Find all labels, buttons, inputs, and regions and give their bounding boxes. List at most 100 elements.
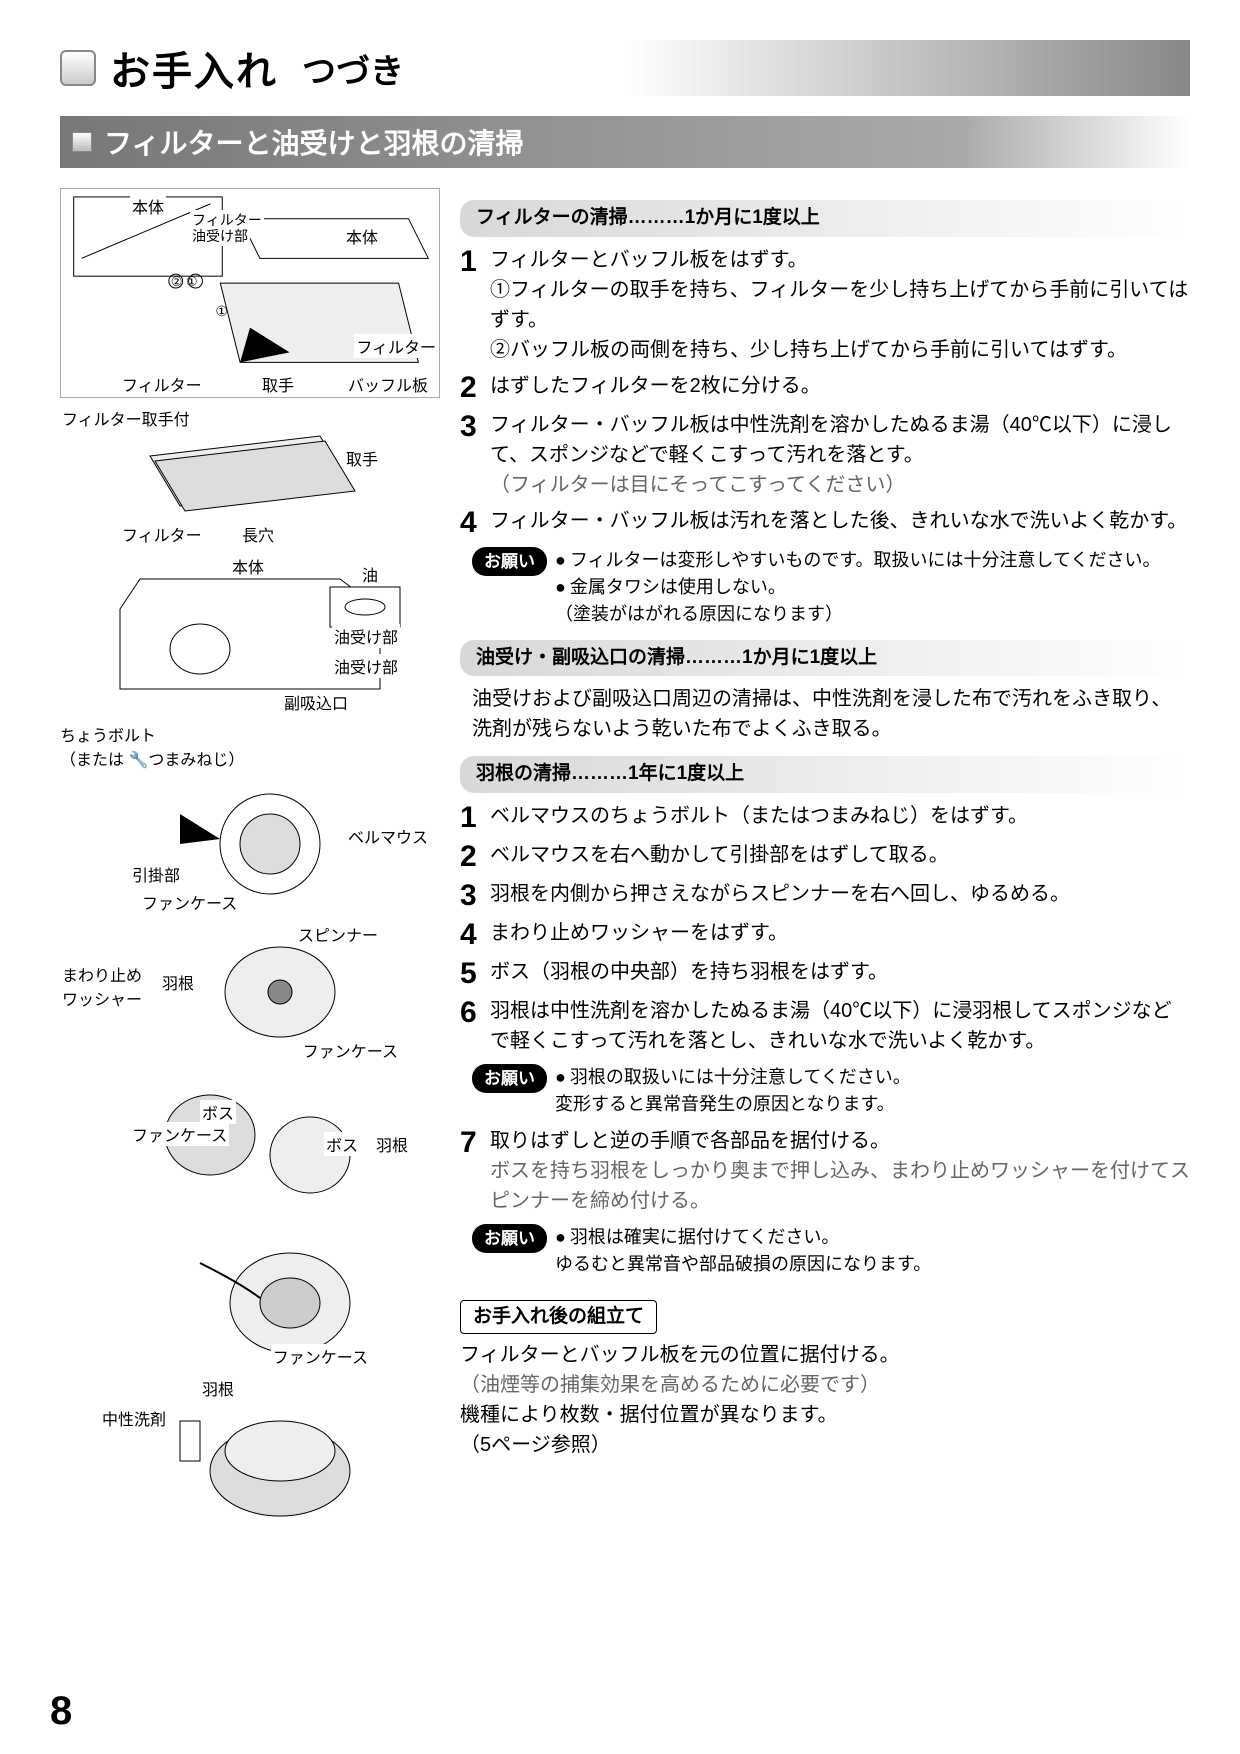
onegai-text: 羽根の取扱いには十分注意してください。 変形すると異常音発生の原因となります。 — [555, 1064, 1190, 1118]
step-number: 4 — [460, 918, 490, 951]
filter-step-3: 3 フィルター・バッフル板は中性洗剤を溶かしたぬるま湯（40℃以下）に浸して、ス… — [460, 410, 1190, 500]
d1-lbl: バッフル板 — [346, 372, 430, 396]
oil-text: 油受けおよび副吸込口周辺の清掃は、中性洗剤を浸した布で汚れをふき取り、洗剤が残ら… — [460, 684, 1190, 744]
step-text: 羽根は中性洗剤を溶かしたぬるま湯（40℃以下）に浸羽根してスポンジなどで軽くこす… — [490, 996, 1190, 1056]
step-text: フィルター・バッフル板は中性洗剤を溶かしたぬるま湯（40℃以下）に浸して、スポン… — [490, 410, 1190, 470]
fan-step-1: 1ベルマウスのちょうボルト（またはつまみねじ）をはずす。 — [460, 801, 1190, 834]
onegai-text: 羽根は確実に据付けてください。 ゆるむと異常音や部品破損の原因になります。 — [555, 1224, 1190, 1278]
step-number: 1 — [460, 245, 490, 365]
step-number: 2 — [460, 371, 490, 404]
onegai-row: お願い フィルターは変形しやすいものです。取扱いには十分注意してください。 金属… — [472, 547, 1190, 628]
d3-lbl: 副吸込口 — [282, 690, 350, 714]
d6-lbl: ファンケース — [301, 1038, 400, 1062]
step-text: まわり止めワッシャーをはずす。 — [490, 918, 1190, 951]
svg-text:② ①: ② ① — [171, 274, 198, 289]
d5-lbl: ベルマウス — [346, 824, 430, 848]
d2-lbl: フィルター — [120, 522, 204, 546]
d7-lbl: ファンケース — [130, 1122, 229, 1146]
assembly-line: （5ページ参照） — [460, 1430, 1190, 1460]
onegai-row: お願い 羽根の取扱いには十分注意してください。 変形すると異常音発生の原因となり… — [472, 1064, 1190, 1118]
diagram-5-wrap: 引掛部 ベルマウス ファンケース — [60, 774, 440, 914]
step-note: （フィルターは目にそってこすってください） — [490, 470, 1190, 500]
step-text: フィルター・バッフル板は汚れを落とした後、きれいな水で洗いよく乾かす。 — [490, 506, 1190, 539]
d3-lbl: 油受け部 — [332, 624, 400, 648]
d9-lbl: 中性洗剤 — [100, 1406, 168, 1430]
d3-lbl: 油 — [360, 562, 380, 586]
assembly-line: 機種により枚数・据付位置が異なります。 — [460, 1400, 1190, 1430]
diagram-1-wrap: ② ① ① 本体 フィルター 油受け部 本体 フィルター 取手 フィルター バッ… — [60, 188, 440, 398]
d9-lbl: 羽根 — [200, 1376, 236, 1400]
diagram-9 — [60, 1376, 440, 1536]
assembly-line: （油煙等の捕集効果を高めるために必要です） — [460, 1370, 1190, 1400]
d1-lbl: フィルター — [120, 372, 204, 396]
d7-lbl: 羽根 — [374, 1132, 410, 1156]
step-number: 3 — [460, 879, 490, 912]
d7-lbl: ボス — [200, 1100, 236, 1124]
filter-step-2: 2 はずしたフィルターを2枚に分ける。 — [460, 371, 1190, 404]
fan-step-2: 2ベルマウスを右へ動かして引掛部をはずして取る。 — [460, 840, 1190, 873]
text-column: フィルターの清掃………1か月に1度以上 1 フィルターとバッフル板をはずす。 ①… — [460, 188, 1190, 1544]
fan-step-6: 6羽根は中性洗剤を溶かしたぬるま湯（40℃以下）に浸羽根してスポンジなどで軽くこ… — [460, 996, 1190, 1056]
d6-lbl: 羽根 — [160, 970, 196, 994]
content-grid: ② ① ① 本体 フィルター 油受け部 本体 フィルター 取手 フィルター バッ… — [60, 188, 1190, 1544]
onegai-badge: お願い — [472, 1064, 547, 1094]
step-number: 4 — [460, 506, 490, 539]
d1-lbl: 油受け部 — [190, 226, 250, 246]
filter-heading: フィルターの清掃………1か月に1度以上 — [460, 200, 1190, 237]
fan-step-7: 7 取りはずしと逆の手順で各部品を据付ける。 ボスを持ち羽根をしっかり奥まで押し… — [460, 1126, 1190, 1216]
step-text: はずしたフィルターを2枚に分ける。 — [490, 371, 1190, 404]
d6-lbl: まわり止め ワッシャー — [60, 962, 144, 1010]
d2-lbl: フィルター取手付 — [60, 406, 192, 430]
d2-lbl: 長穴 — [240, 522, 276, 546]
step-number: 1 — [460, 801, 490, 834]
onegai-text: フィルターは変形しやすいものです。取扱いには十分注意してください。 — [555, 547, 1190, 574]
d2-lbl: 取手 — [344, 446, 380, 470]
step-sub: ①フィルターの取手を持ち、フィルターを少し持ち上げてから手前に引いてはずす。 — [490, 275, 1190, 335]
section-title: フィルターと油受けと羽根の清掃 — [104, 122, 523, 162]
d8-lbl: ファンケース — [271, 1344, 370, 1368]
d1-lbl: 本体 — [130, 194, 166, 218]
diagram-6-wrap: スピンナー まわり止め ワッシャー 羽根 ファンケース — [60, 922, 440, 1062]
header-icon — [60, 50, 96, 86]
diagram-7-wrap: ボス ファンケース ボス 羽根 — [60, 1070, 440, 1210]
onegai-row: お願い 羽根は確実に据付けてください。 ゆるむと異常音や部品破損の原因になります… — [472, 1224, 1190, 1278]
d1-lbl: 取手 — [260, 372, 296, 396]
page-header: お手入れ つづき — [60, 40, 1190, 96]
diagram-column: ② ① ① 本体 フィルター 油受け部 本体 フィルター 取手 フィルター バッ… — [60, 188, 440, 1544]
assembly-line: フィルターとバッフル板を元の位置に据付ける。 — [460, 1340, 1190, 1370]
step-text: 羽根を内側から押さえながらスピンナーを右へ回し、ゆるめる。 — [490, 879, 1190, 912]
step-text: ベルマウスのちょうボルト（またはつまみねじ）をはずす。 — [490, 801, 1190, 834]
header-title: お手入れ — [110, 39, 278, 97]
section-bar-icon — [72, 132, 92, 152]
diagram-8 — [60, 1218, 440, 1368]
fan-step-5: 5ボス（羽根の中央部）を持ち羽根をはずす。 — [460, 957, 1190, 990]
step-number: 7 — [460, 1126, 490, 1216]
d1-lbl: 本体 — [344, 224, 380, 248]
assembly-heading: お手入れ後の組立て — [460, 1300, 657, 1335]
filter-step-4: 4 フィルター・バッフル板は汚れを落とした後、きれいな水で洗いよく乾かす。 — [460, 506, 1190, 539]
step-text: 取りはずしと逆の手順で各部品を据付ける。 — [490, 1126, 1190, 1156]
d3-lbl: 油受け部 — [332, 654, 400, 678]
d1-lbl: フィルター — [354, 334, 438, 358]
d5-lbl: ファンケース — [140, 890, 239, 914]
section-bar: フィルターと油受けと羽根の清掃 — [60, 116, 1190, 168]
onegai-text: 金属タワシは使用しない。 （塗装がはがれる原因になります） — [555, 574, 1190, 628]
step-number: 2 — [460, 840, 490, 873]
step-sub: ②バッフル板の両側を持ち、少し持ち上げてから手前に引いてはずす。 — [490, 335, 1190, 365]
step-sub: ボスを持ち羽根をしっかり奥まで押し込み、まわり止めワッシャーを付けてスピンナーを… — [490, 1156, 1190, 1216]
svg-text:①: ① — [215, 303, 227, 319]
d4-label: ちょうボルト （または 🔧つまみねじ） — [60, 722, 440, 770]
step-number: 5 — [460, 957, 490, 990]
fan-step-4: 4まわり止めワッシャーをはずす。 — [460, 918, 1190, 951]
diagram-3-wrap: 本体 油 油受け部 油受け部 副吸込口 — [60, 554, 440, 714]
step-number: 6 — [460, 996, 490, 1056]
header-subtitle: つづき — [302, 44, 404, 93]
fan-step-3: 3羽根を内側から押さえながらスピンナーを右へ回し、ゆるめる。 — [460, 879, 1190, 912]
d5-lbl: 引掛部 — [130, 862, 182, 886]
step-text: ボス（羽根の中央部）を持ち羽根をはずす。 — [490, 957, 1190, 990]
step-text: ベルマウスを右へ動かして引掛部をはずして取る。 — [490, 840, 1190, 873]
diagram-9-wrap: 羽根 中性洗剤 — [60, 1376, 440, 1536]
d3-lbl: 本体 — [230, 554, 266, 578]
d6-lbl: スピンナー — [296, 922, 380, 946]
step-number: 3 — [460, 410, 490, 500]
